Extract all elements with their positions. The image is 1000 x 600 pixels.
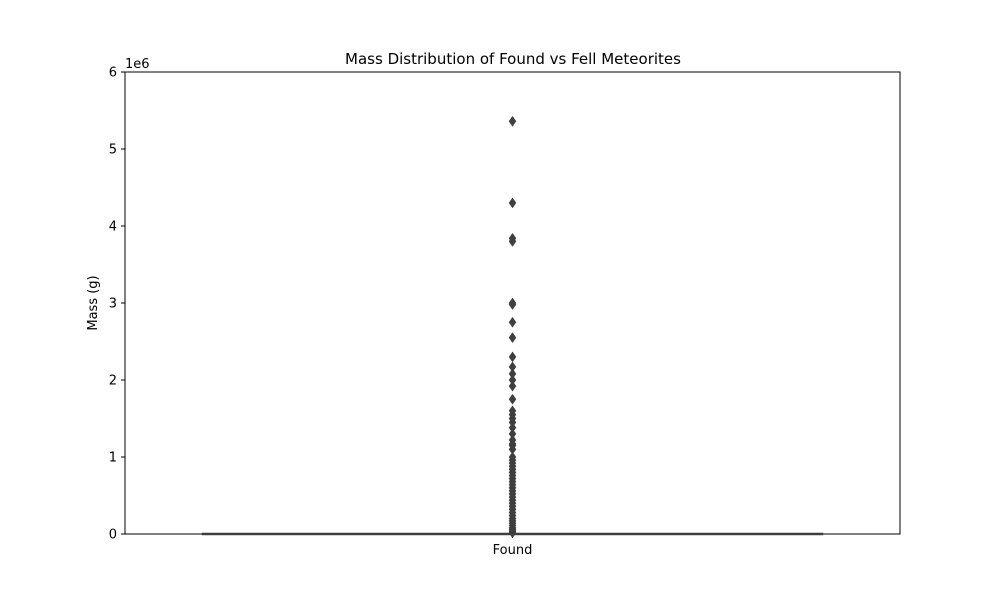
- outlier-point: [508, 115, 517, 127]
- outlier-point: [508, 197, 517, 209]
- y-axis-ticks: 0 1 2 3 4 5 6: [109, 66, 125, 543]
- outlier-point: [508, 393, 517, 405]
- y-tick-label: 3: [109, 297, 117, 312]
- x-tick-label: Found: [493, 543, 533, 558]
- y-axis-label: Mass (g): [86, 275, 101, 330]
- y-tick-label: 6: [109, 66, 117, 81]
- y-tick-label: 0: [109, 528, 117, 543]
- outlier-point: [508, 351, 517, 363]
- outlier-point: [508, 332, 517, 344]
- y-tick-label: 2: [109, 374, 117, 389]
- outlier-point: [508, 380, 517, 392]
- y-tick-label: 1: [109, 451, 117, 466]
- outlier-point: [508, 299, 517, 310]
- outlier-points: [508, 115, 517, 539]
- y-axis-offset-label: 1e6: [125, 57, 150, 72]
- outlier-point: [508, 316, 517, 328]
- y-tick-label: 5: [109, 143, 117, 158]
- outlier-point: [508, 235, 517, 247]
- y-tick-label: 4: [109, 220, 117, 235]
- outlier-point: [508, 527, 517, 539]
- chart-title: Mass Distribution of Found vs Fell Meteo…: [345, 50, 681, 68]
